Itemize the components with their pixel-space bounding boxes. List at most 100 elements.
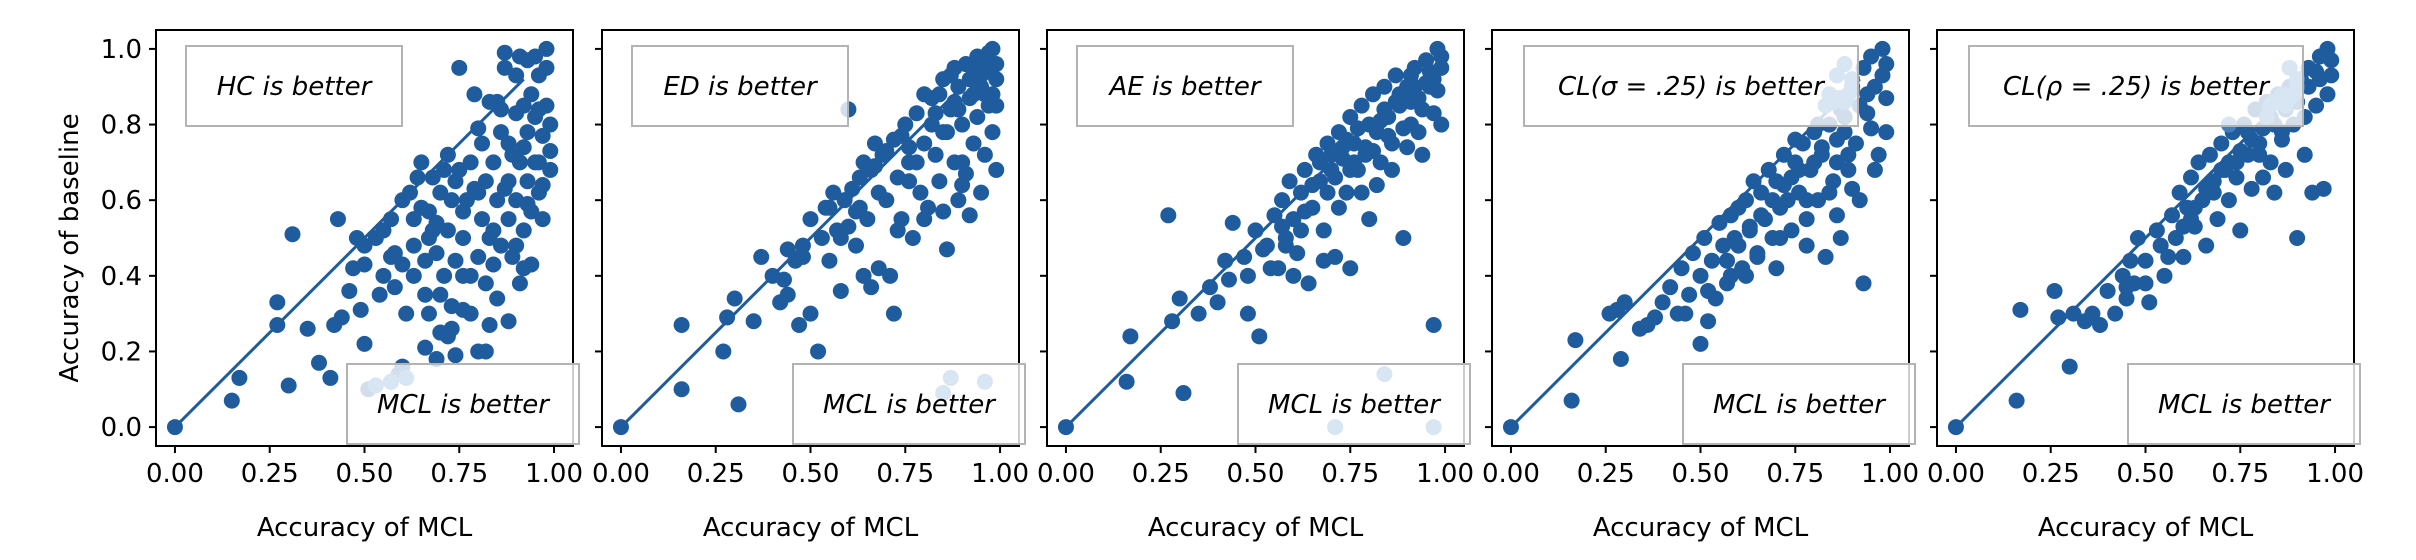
data-point: [1810, 192, 1827, 209]
data-point: [2099, 282, 2116, 299]
data-point: [1844, 180, 1861, 197]
data-point: [745, 313, 762, 330]
data-point: [1399, 139, 1416, 156]
data-point: [1662, 279, 1679, 296]
data-point: [1681, 286, 1698, 303]
data-point: [2209, 211, 2226, 228]
data-point: [1878, 90, 1895, 107]
data-point: [534, 127, 551, 144]
data-point: [813, 230, 830, 246]
data-point: [439, 146, 456, 163]
data-point: [1118, 373, 1135, 390]
data-point: [1737, 267, 1754, 284]
data-point: [462, 267, 479, 284]
data-point: [1433, 48, 1450, 65]
data-point: [280, 377, 297, 394]
data-point: [530, 154, 547, 171]
data-point: [352, 301, 369, 318]
data-point: [2262, 154, 2279, 171]
data-point: [2182, 169, 2199, 186]
data-point: [1745, 173, 1762, 190]
data-point: [1866, 161, 1883, 178]
data-point: [1703, 252, 1720, 269]
data-point: [356, 237, 373, 254]
data-point: [2201, 177, 2218, 194]
data-point: [1878, 56, 1895, 73]
data-point: [515, 222, 532, 239]
x-tick-label: 0.75: [876, 459, 934, 489]
lower-label-text: MCL is better: [1268, 390, 1442, 420]
data-point: [2065, 305, 2082, 322]
data-point: [863, 279, 880, 296]
data-point: [322, 369, 339, 386]
data-point: [1323, 146, 1340, 163]
data-point: [832, 230, 849, 246]
data-point: [2232, 143, 2249, 160]
data-point: [470, 248, 487, 265]
data-point: [1171, 290, 1188, 307]
data-point: [950, 192, 967, 209]
data-point: [394, 256, 411, 273]
data-point: [2296, 146, 2313, 163]
data-point: [1304, 177, 1321, 194]
data-point: [2273, 131, 2290, 148]
data-point: [2148, 222, 2165, 239]
panel-5: CL(ρ = .25) is better MCL is better 0.00 0.…: [1927, 29, 2364, 543]
data-point: [1433, 116, 1450, 133]
data-point: [1365, 86, 1382, 103]
data-point: [1719, 252, 1736, 269]
data-point: [984, 124, 1001, 141]
data-point: [2201, 146, 2218, 163]
data-point: [1334, 139, 1351, 156]
lower-label-text: MCL is better: [2158, 390, 2332, 420]
data-point: [1806, 154, 1823, 171]
data-point: [333, 309, 350, 326]
y-tick-label: 0.6: [101, 186, 142, 216]
data-point: [753, 248, 770, 265]
data-point: [1851, 192, 1868, 209]
upper-label-text: CL(ρ = .25) is better: [2003, 72, 2271, 102]
data-point: [1730, 237, 1747, 254]
data-point: [1292, 184, 1309, 201]
data-point: [2118, 290, 2135, 307]
data-point: [2122, 252, 2139, 269]
data-point: [1821, 184, 1838, 201]
data-point: [451, 59, 468, 76]
data-point: [870, 260, 887, 277]
data-point: [954, 177, 971, 194]
x-tick-label: 0.75: [2211, 459, 2269, 489]
data-point: [500, 135, 517, 152]
data-point: [1387, 93, 1404, 110]
x-axis-label: Accuracy of MCL: [1593, 513, 1809, 543]
data-point: [1285, 267, 1302, 284]
data-point: [1311, 154, 1328, 171]
data-point: [1376, 78, 1393, 95]
data-point: [1741, 222, 1758, 239]
data-point: [455, 230, 472, 246]
data-point: [2046, 282, 2063, 299]
data-point: [1813, 139, 1830, 156]
data-point: [398, 305, 415, 322]
data-point: [901, 173, 918, 190]
data-point: [1836, 124, 1853, 141]
data-point: [901, 139, 918, 156]
panel-4: CL(σ = .25) is better MCL is better 0.00 0.…: [1482, 29, 1919, 543]
data-point: [2152, 237, 2169, 254]
data-point: [515, 139, 532, 156]
data-point: [311, 354, 328, 371]
data-point: [2315, 180, 2332, 197]
data-point: [1425, 71, 1442, 88]
data-point: [855, 267, 872, 284]
upper-label-box: [631, 45, 849, 127]
data-point: [1319, 184, 1336, 201]
data-point: [2190, 154, 2207, 171]
data-point: [969, 108, 986, 125]
data-point: [534, 177, 551, 194]
data-point: [519, 195, 536, 212]
upper-label-text: CL(σ = .25) is better: [1558, 72, 1826, 102]
y-tick-label: 1.0: [101, 35, 142, 65]
data-point: [417, 252, 434, 269]
data-point: [2300, 78, 2317, 95]
data-point: [976, 86, 993, 103]
